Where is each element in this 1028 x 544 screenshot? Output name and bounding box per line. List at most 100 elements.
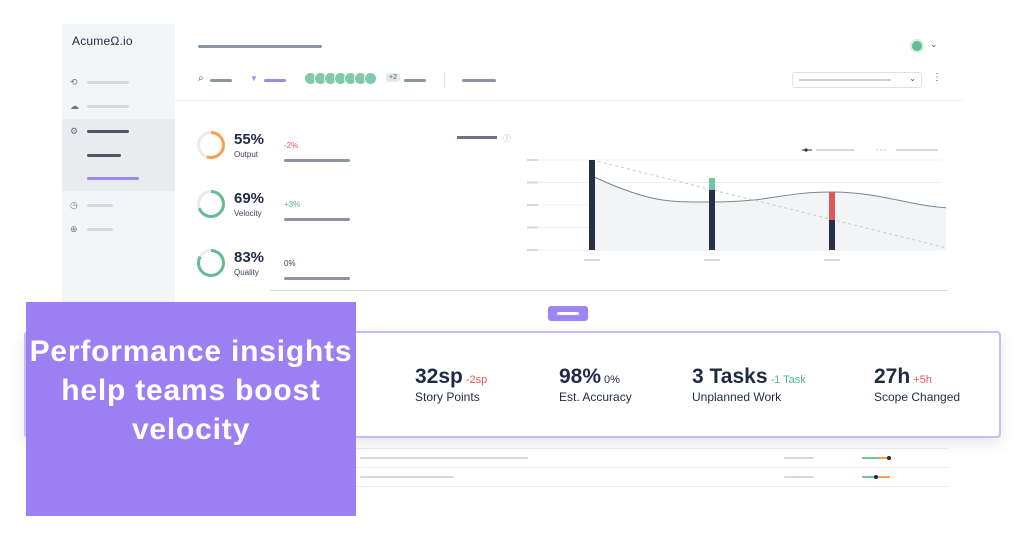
kpi-trend-bar bbox=[284, 277, 350, 280]
sidebar-item-timeline[interactable]: ◷ bbox=[62, 193, 175, 217]
page-title bbox=[198, 45, 322, 48]
filter-icon[interactable]: ▼ bbox=[250, 74, 258, 83]
list-divider bbox=[270, 486, 948, 487]
sprint-select[interactable]: ⌄ bbox=[792, 72, 922, 88]
header-divider bbox=[175, 100, 962, 101]
search-icon[interactable]: ⌕ bbox=[198, 73, 204, 84]
stat-label: Scope Changed bbox=[874, 390, 961, 404]
stat-unplanned-work[interactable]: 3 Tasks -1 Task Unplanned Work bbox=[692, 365, 806, 404]
toolbar-option[interactable] bbox=[462, 79, 496, 82]
legend-entry-trend[interactable] bbox=[802, 139, 854, 152]
stat-delta: +5h bbox=[913, 374, 932, 386]
toolbar-divider bbox=[444, 72, 445, 88]
toolbar-option[interactable] bbox=[404, 79, 426, 82]
sidebar-item-history[interactable]: ⟲ bbox=[62, 70, 175, 94]
info-icon[interactable]: ⓘ bbox=[503, 134, 511, 143]
clock-icon: ◷ bbox=[70, 200, 78, 210]
stat-delta: -2sp bbox=[465, 374, 488, 386]
bar-added bbox=[709, 178, 715, 190]
chevron-down-icon[interactable]: ⌄ bbox=[930, 39, 938, 49]
sidebar-item-performance[interactable]: ⚙ bbox=[62, 119, 175, 191]
legend-entry-ideal[interactable] bbox=[876, 139, 938, 151]
promo-banner: Performance insights help teams boost ve… bbox=[26, 302, 356, 516]
chart-title bbox=[457, 136, 497, 139]
stat-delta: -1 Task bbox=[770, 374, 806, 386]
sprint-select-value bbox=[799, 79, 891, 81]
search-input[interactable] bbox=[210, 79, 232, 82]
sparkline bbox=[862, 457, 878, 459]
sidebar-item-label bbox=[87, 81, 129, 84]
kpi-output[interactable]: 55% Output -2% bbox=[196, 130, 366, 166]
promo-text: Performance insights help teams boost ve… bbox=[29, 335, 353, 446]
list-item-value bbox=[784, 457, 814, 459]
section-divider bbox=[270, 290, 948, 291]
app-logo[interactable]: AcumeΩ.io bbox=[72, 34, 133, 48]
cloud-icon: ☁ bbox=[70, 101, 79, 111]
legend-swatch bbox=[876, 149, 938, 151]
more-options-icon[interactable]: ⋮ bbox=[932, 72, 942, 83]
progress-ring bbox=[197, 131, 225, 159]
kpi-label: Quality bbox=[234, 268, 259, 277]
progress-arc bbox=[197, 131, 225, 159]
trend-line bbox=[591, 175, 946, 209]
handle-grip bbox=[557, 312, 579, 315]
ideal-line bbox=[591, 159, 946, 249]
sidebar-subitem-active[interactable] bbox=[87, 177, 139, 180]
bar-completed bbox=[589, 160, 595, 250]
stat-label: Story Points bbox=[415, 390, 480, 404]
stat-delta: 0% bbox=[604, 374, 620, 386]
stat-scope-changed[interactable]: 27h +5h Scope Changed bbox=[874, 365, 960, 404]
kpi-quality[interactable]: 83% Quality 0% bbox=[196, 248, 366, 284]
sidebar-item-label bbox=[87, 130, 129, 133]
legend-swatch bbox=[802, 148, 854, 152]
stat-value: 27h bbox=[874, 365, 911, 388]
list-item[interactable] bbox=[360, 476, 454, 478]
trend-area bbox=[592, 176, 946, 250]
list-item-value bbox=[784, 476, 814, 478]
expand-handle[interactable] bbox=[548, 306, 588, 321]
sidebar-subitem[interactable] bbox=[87, 154, 121, 157]
list-divider bbox=[270, 448, 948, 449]
kpi-delta: +3% bbox=[284, 200, 301, 209]
stat-label: Est. Accuracy bbox=[559, 390, 632, 404]
sparkline-dot bbox=[874, 475, 878, 479]
avatar[interactable] bbox=[364, 72, 377, 85]
progress-ring bbox=[197, 190, 225, 218]
sidebar-item-cloud[interactable]: ☁ bbox=[62, 94, 175, 118]
bar-completed bbox=[709, 190, 715, 250]
sparkline-dot bbox=[887, 456, 891, 460]
sparkline bbox=[878, 457, 888, 459]
kpi-value: 83% bbox=[234, 249, 265, 266]
more-avatars-badge[interactable]: +2 bbox=[386, 73, 400, 82]
gear-icon: ⚙ bbox=[70, 126, 79, 136]
user-avatar[interactable] bbox=[910, 39, 924, 53]
stat-story-points[interactable]: 32sp -2sp Story Points bbox=[415, 365, 487, 404]
stat-label: Unplanned Work bbox=[692, 390, 782, 404]
stat-est-accuracy[interactable]: 98% 0% Est. Accuracy bbox=[559, 365, 632, 404]
sparkline bbox=[862, 476, 876, 478]
progress-arc bbox=[197, 190, 225, 218]
chevron-down-icon: ⌄ bbox=[909, 74, 916, 83]
bar-completed bbox=[829, 220, 835, 250]
kpi-trend-bar bbox=[284, 159, 350, 162]
sidebar-item-label bbox=[87, 204, 113, 207]
burndown-chart bbox=[527, 159, 946, 261]
kpi-value: 69% bbox=[234, 190, 265, 207]
kpi-velocity[interactable]: 69% Velocity +3% bbox=[196, 189, 366, 225]
filter-button[interactable] bbox=[264, 79, 286, 82]
stat-value: 3 Tasks bbox=[692, 365, 768, 388]
kpi-value: 55% bbox=[234, 131, 265, 148]
sidebar-item-label bbox=[87, 228, 113, 231]
toolbar: ⌕ ▼ +2 ⌄ ⋮ bbox=[198, 72, 942, 88]
bar-removed bbox=[829, 192, 835, 220]
sidebar-item-label bbox=[87, 105, 129, 108]
sidebar-item-global[interactable]: ⊕ bbox=[62, 217, 175, 241]
kpi-delta: -2% bbox=[284, 141, 299, 150]
list-divider bbox=[270, 467, 948, 468]
kpi-label: Velocity bbox=[234, 209, 262, 218]
list-item[interactable] bbox=[360, 457, 528, 459]
progress-ring bbox=[197, 249, 225, 277]
progress-arc bbox=[197, 249, 225, 277]
history-icon: ⟲ bbox=[70, 77, 78, 87]
stat-value: 98% bbox=[559, 365, 602, 388]
